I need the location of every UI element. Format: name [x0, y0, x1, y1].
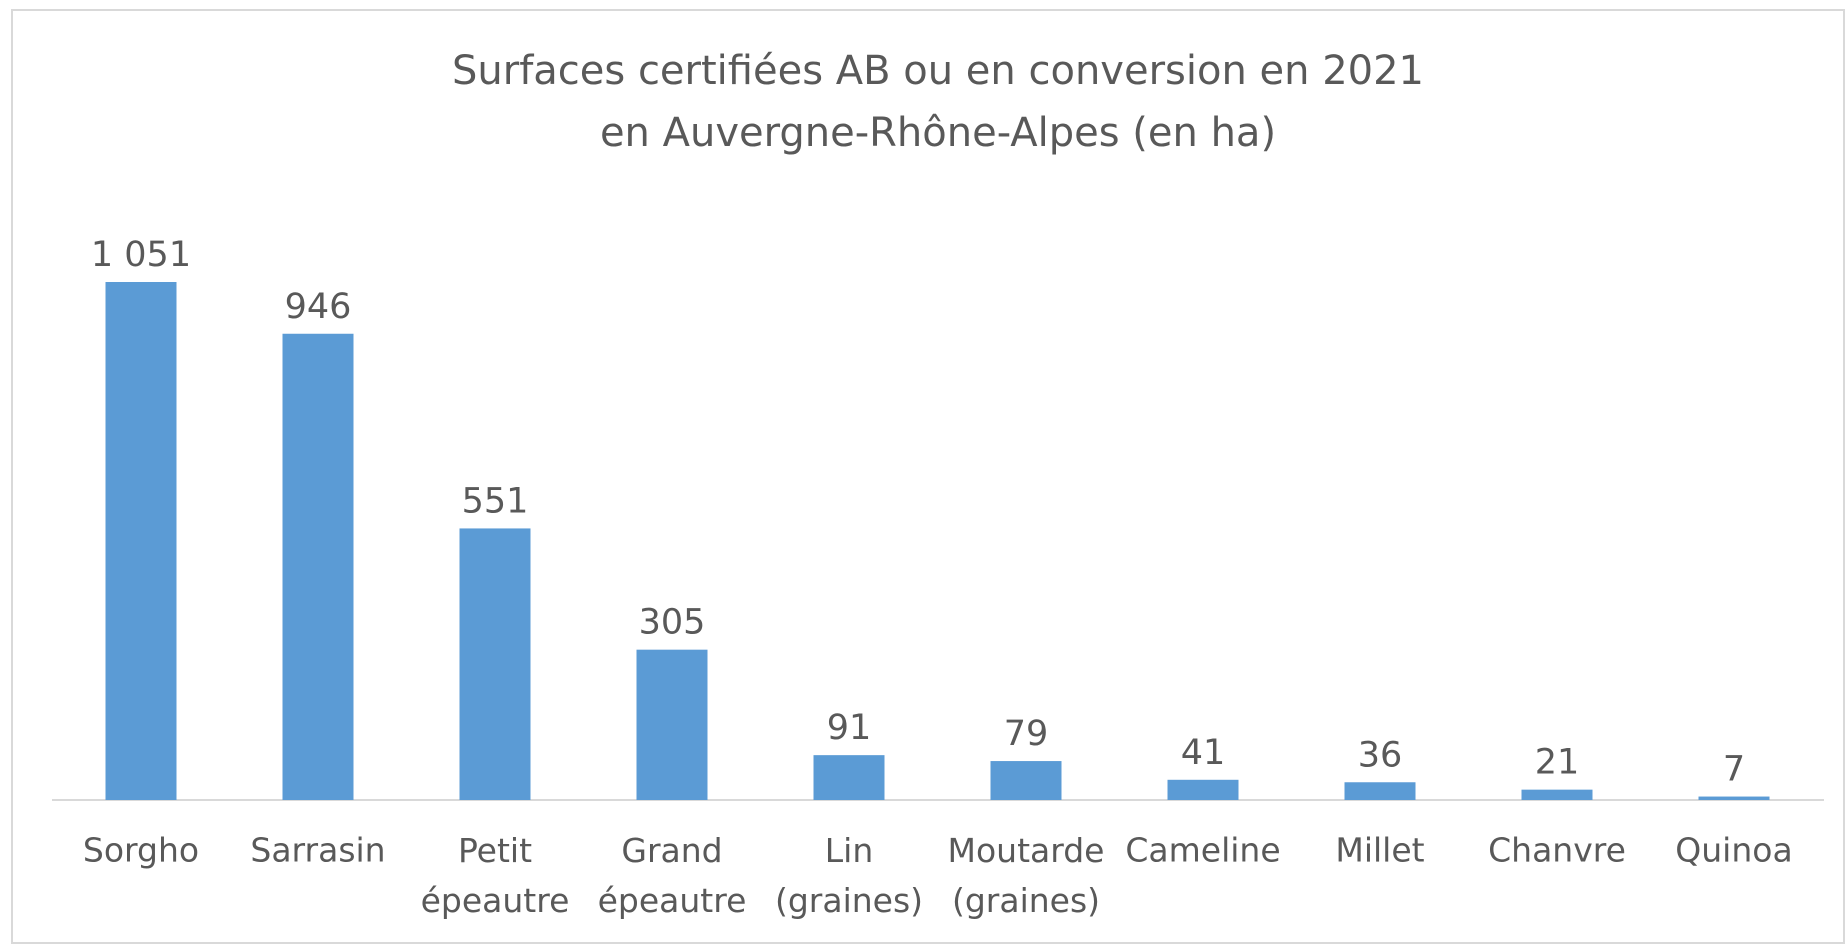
x-tick-label: Cameline — [1125, 831, 1280, 870]
bar — [1167, 779, 1239, 800]
chart-title: Surfaces certifiées AB ou en conversion … — [452, 48, 1424, 94]
bar — [459, 528, 531, 800]
bar — [1344, 782, 1416, 800]
x-tick-label: Chanvre — [1488, 831, 1626, 870]
chart-title: en Auvergne-Rhône-Alpes (en ha) — [600, 110, 1276, 156]
data-label: 41 — [1181, 733, 1226, 773]
data-label: 36 — [1358, 735, 1403, 775]
bar — [1521, 789, 1593, 800]
data-label: 946 — [285, 287, 352, 327]
bar — [1698, 796, 1770, 800]
bar — [105, 282, 177, 800]
bar — [636, 649, 708, 800]
bar — [813, 755, 885, 800]
x-tick-label: Millet — [1335, 831, 1424, 870]
x-tick-label: Sarrasin — [250, 831, 385, 870]
x-tick-label: Quinoa — [1675, 831, 1792, 870]
x-tick-label: Petit épeautre — [421, 831, 570, 920]
data-label: 91 — [827, 708, 872, 748]
data-label: 7 — [1723, 750, 1745, 790]
data-label: 1 051 — [91, 235, 191, 275]
data-label: 305 — [639, 603, 706, 643]
x-tick-label: Moutarde (graines) — [948, 831, 1105, 920]
data-label: 21 — [1535, 743, 1580, 783]
x-tick-label: Sorgho — [83, 831, 199, 870]
x-tick-label: Lin (graines) — [775, 831, 923, 920]
data-label: 551 — [462, 481, 529, 521]
data-label: 79 — [1004, 714, 1049, 754]
bar — [990, 761, 1062, 800]
x-tick-label: Grand épeautre — [598, 831, 747, 920]
bar — [282, 333, 354, 800]
